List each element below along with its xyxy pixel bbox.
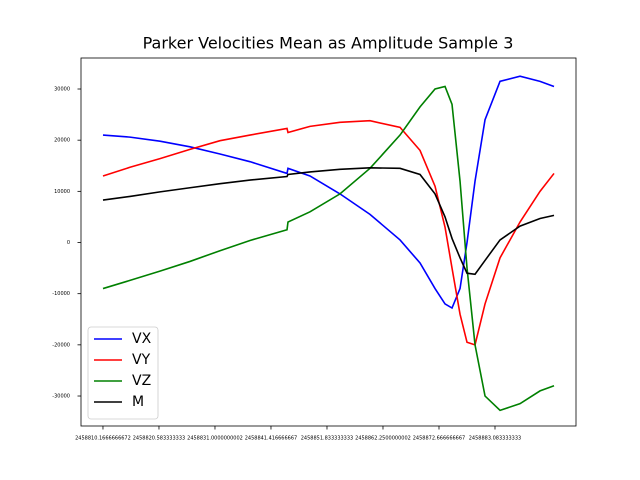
series-line — [102, 167, 555, 276]
y-tick-label: -10000 — [52, 291, 70, 297]
x-tick-label: 2458841.416666667 — [245, 436, 298, 442]
y-tick-label: -20000 — [52, 342, 70, 348]
x-tick-label: 2458862.2500000002 — [355, 436, 411, 442]
x-tick-label: 2458831.0000000002 — [187, 436, 243, 442]
y-tick-label: -30000 — [52, 394, 70, 400]
y-tick-label: 0 — [67, 240, 70, 246]
x-tick-label: 2458883.083333333 — [469, 436, 522, 442]
y-tick-label: 20000 — [54, 138, 70, 144]
plot-frame — [80, 57, 577, 427]
legend-label: VY — [132, 352, 151, 368]
y-tick-label: 10000 — [54, 189, 70, 195]
x-tick-label: 2458820.583333333 — [133, 436, 186, 442]
x-tick-label: 2458851.833333333 — [301, 436, 354, 442]
legend-label: VX — [132, 331, 152, 347]
x-tick-label: 2458872.666666667 — [413, 436, 466, 442]
legend-label: VZ — [132, 373, 151, 389]
x-tick-label: 2458810.1666666672 — [75, 436, 131, 442]
chart-title: Parker Velocities Mean as Amplitude Samp… — [143, 34, 514, 53]
series-line — [102, 75, 555, 310]
series-line — [102, 85, 555, 412]
series-line — [102, 119, 555, 346]
y-tick-label: 30000 — [54, 87, 70, 93]
legend-box — [87, 326, 159, 420]
legend-label: M — [132, 394, 144, 410]
